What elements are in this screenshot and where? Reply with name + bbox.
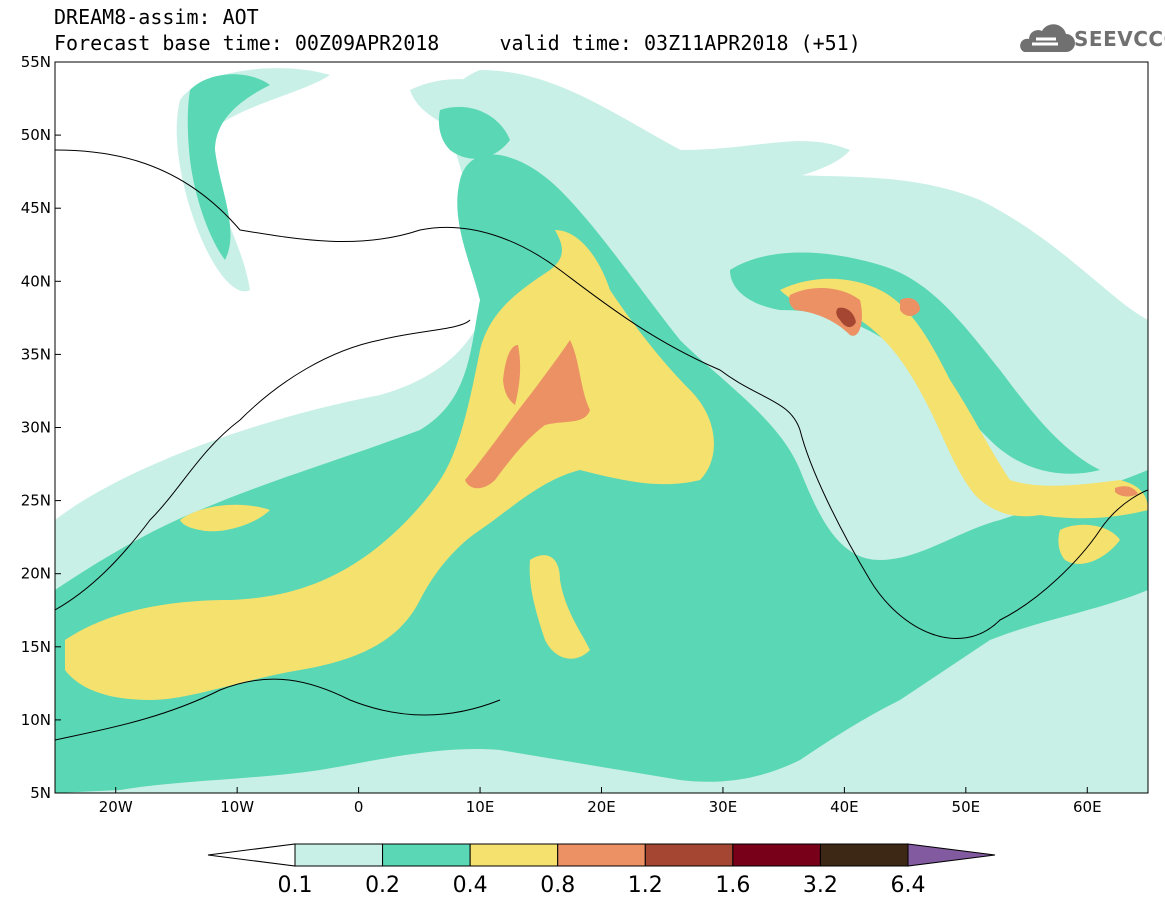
colorbar-label: 3.2	[803, 873, 838, 898]
y-tick-label: 5N	[30, 784, 51, 802]
y-tick-label: 45N	[21, 199, 51, 217]
x-tick-label: 40E	[830, 798, 859, 816]
y-tick-label: 25N	[21, 492, 51, 510]
map-title: DREAM8-assim: AOT	[54, 5, 259, 29]
logo: SEEVCCC	[1074, 27, 1165, 51]
y-tick-label: 35N	[21, 345, 51, 363]
x-tick-label: 20W	[99, 798, 133, 816]
colorbar-label: 6.4	[891, 873, 926, 898]
x-tick-label: 30E	[709, 798, 738, 816]
colorbar-segment	[294, 843, 384, 867]
y-tick-label: 10N	[21, 711, 51, 729]
x-tick-label: 50E	[952, 798, 981, 816]
colorbar-segment	[557, 843, 646, 867]
colorbar-label: 1.6	[715, 873, 750, 898]
x-tick-label: 20E	[587, 798, 616, 816]
x-axis-ticks: 20W 10W 0 10E 20E 30E 40E 50E 60E	[99, 787, 1102, 816]
colorbar-segment	[732, 843, 821, 867]
y-tick-label: 55N	[21, 53, 51, 71]
forecast-time-subtitle: Forecast base time: 00Z09APR2018 valid t…	[54, 31, 861, 55]
colorbar-segment	[644, 843, 734, 867]
y-tick-label: 50N	[21, 126, 51, 144]
colorbar: 0.1 0.2 0.4 0.8 1.2 1.6 3.2 6.4	[207, 843, 996, 898]
cloud-icon	[1020, 24, 1075, 52]
colorbar-label: 0.4	[453, 873, 488, 898]
x-tick-label: 10W	[220, 798, 254, 816]
y-tick-label: 30N	[21, 419, 51, 437]
x-tick-label: 10E	[466, 798, 495, 816]
colorbar-segment	[382, 843, 471, 867]
y-tick-label: 20N	[21, 565, 51, 583]
x-tick-label: 60E	[1073, 798, 1102, 816]
colorbar-low-arrow	[207, 843, 296, 867]
colorbar-label: 0.1	[278, 873, 313, 898]
colorbar-segment	[469, 843, 559, 867]
y-tick-label: 15N	[21, 638, 51, 656]
colorbar-label: 0.8	[540, 873, 575, 898]
y-tick-label: 40N	[21, 272, 51, 290]
aot-field	[55, 62, 1148, 793]
colorbar-label: 1.2	[628, 873, 663, 898]
x-tick-label: 0	[354, 798, 364, 816]
colorbar-high-arrow	[907, 843, 996, 867]
colorbar-segment	[819, 843, 909, 867]
y-axis-ticks: 55N 50N 45N 40N 35N 30N 25N 20N 15N 10N 5N	[21, 53, 61, 802]
colorbar-label: 0.2	[365, 873, 400, 898]
